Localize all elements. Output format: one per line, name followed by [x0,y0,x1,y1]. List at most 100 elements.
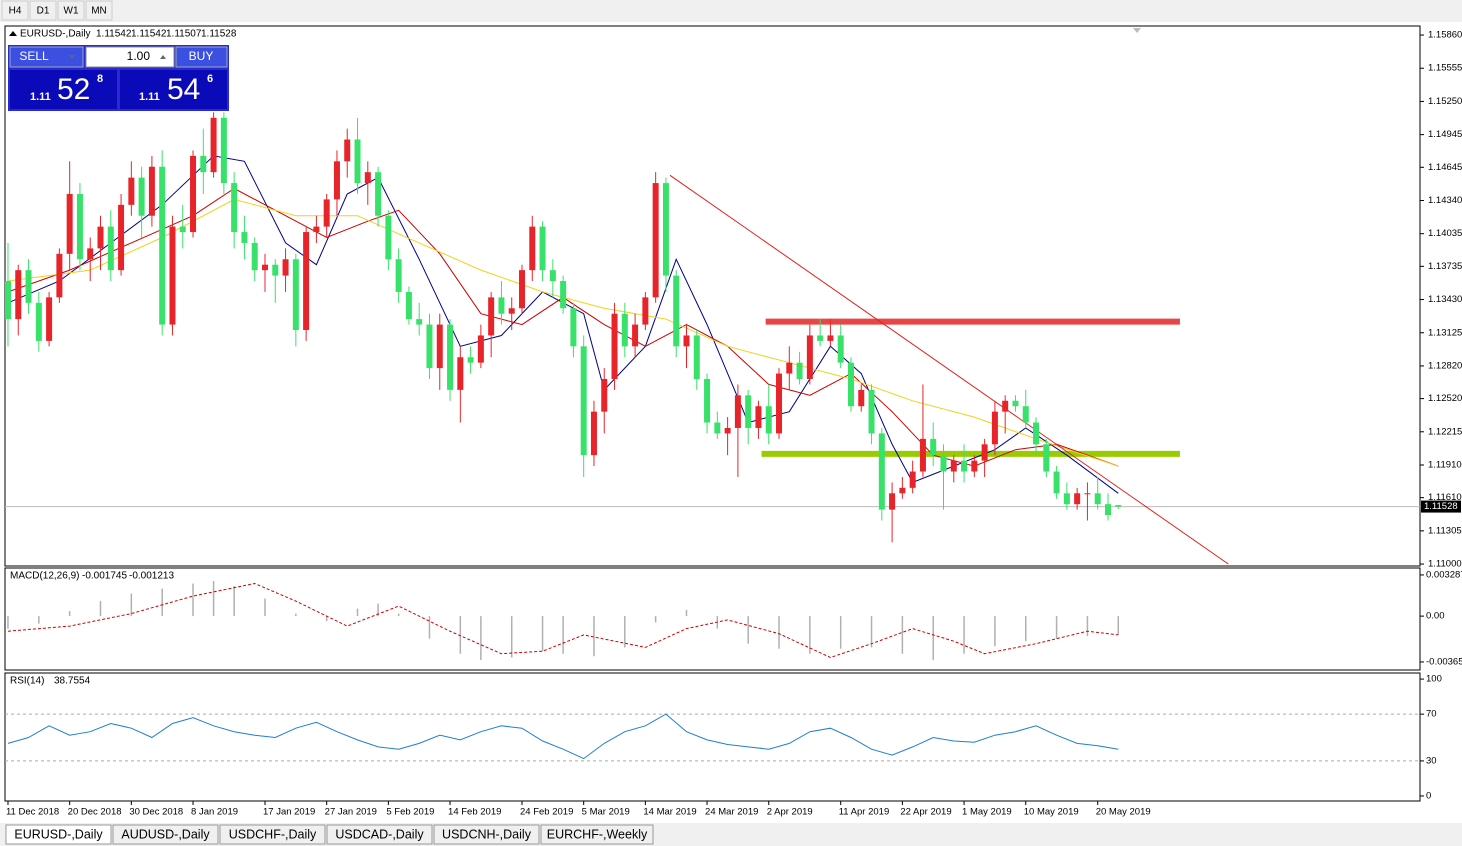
ask-big: 1.11 [139,91,160,103]
price-label: 1.14340 [1428,195,1462,206]
candle-body [313,226,320,233]
timeframe-button[interactable] [29,0,57,21]
tab[interactable] [433,824,540,845]
tab[interactable] [540,824,654,845]
macd-readout: -0.001213 [129,571,174,582]
date-label: 17 Jan 2019 [263,807,315,818]
macd-tick-label: 0.003287 [1426,569,1462,580]
candle-body [1033,422,1040,445]
macd-tick-label: 0.00 [1426,611,1445,622]
candle-body [272,264,279,276]
bid-big: 1.11 [30,91,51,103]
candle-body [765,406,772,434]
lot-up[interactable] [160,55,166,59]
moving-average [7,187,1119,467]
candle-body [457,357,464,390]
macd-pane [4,567,1421,671]
candle-body [169,226,176,325]
tab[interactable] [5,824,112,845]
candle-body [858,389,865,407]
tab[interactable] [219,824,326,845]
macd-label: MACD(12,26,9) [10,571,79,582]
candle-body [868,389,875,434]
buy-button[interactable] [175,46,228,68]
price-label: 1.13735 [1428,261,1462,272]
candle-body [15,270,22,320]
rsi-tick-label: 30 [1426,755,1437,766]
candle-body [220,117,227,184]
sell-button[interactable] [9,46,84,68]
candle-body [1022,406,1029,423]
price-label: 1.11000 [1428,559,1462,570]
date-label: 1 May 2019 [962,807,1012,818]
rsi-pane [4,672,1421,802]
candle-body [1043,444,1050,472]
candle-body [817,335,824,341]
timeframe-button[interactable] [85,0,113,21]
lot-box[interactable] [85,46,175,68]
candle-body [436,324,443,369]
candle-body [364,172,371,184]
collapse-icon[interactable] [9,31,17,36]
candle-body [1012,400,1019,407]
price-label: 1.11910 [1428,460,1462,471]
price-label: 1.12520 [1428,393,1462,404]
candle-body [46,297,53,341]
symbol-title: EURUSD-,Daily [20,29,91,40]
candle-body [416,319,423,325]
ask-box[interactable] [120,70,227,109]
candle-body [642,297,649,325]
candle-body [950,460,957,472]
price-label: 1.15860 [1428,30,1462,41]
date-label: 20 May 2019 [1096,807,1151,818]
candle-body [1104,504,1111,516]
candle-body [806,335,813,379]
candle-body [447,324,454,390]
timeframe-button[interactable] [1,0,29,21]
date-label: 14 Feb 2019 [448,807,501,818]
date-label: 5 Mar 2019 [582,807,630,818]
bid-pips: 52 [57,73,90,106]
candle-body [467,357,474,363]
lot-down[interactable] [69,55,75,59]
date-label: 27 Jan 2019 [325,807,377,818]
date-label: 30 Dec 2018 [129,807,183,818]
candle-body [786,362,793,374]
candle-body [909,471,916,488]
candle-body [241,232,248,243]
candle-body [1063,493,1070,505]
price-label: 1.14035 [1428,228,1462,239]
tab-label: USDCNH-,Daily [442,827,532,841]
tab[interactable] [326,824,433,845]
rsi-label: RSI(14) [10,676,44,687]
macd-tick-label: -0.003659 [1426,656,1462,667]
last-price-box [1421,500,1461,513]
candle-body [590,411,597,456]
candle-body [128,177,135,205]
timeframe-label: MN [91,6,107,17]
candle-body [745,395,752,428]
candle-body [354,139,361,184]
bid-box[interactable] [10,70,117,109]
candle-body [971,460,978,472]
rsi-readout: 38.7554 [54,676,91,687]
trendline [669,174,1229,565]
buy-label: BUY [189,49,214,63]
candle-body [1074,493,1081,505]
candle-body [878,433,885,510]
price-label: 1.11610 [1428,492,1462,503]
price-label: 1.13430 [1428,294,1462,305]
candle-body [385,215,392,260]
tab-label: EURUSD-,Daily [14,827,103,841]
tab-label: AUDUSD-,Daily [121,827,210,841]
candle-body [796,362,803,379]
timeframe-button[interactable] [57,0,85,21]
date-label: 2 Apr 2019 [767,807,813,818]
candle-body [1084,493,1091,495]
tab[interactable] [112,824,219,845]
candle-body [529,226,536,271]
timeframe-label: D1 [37,6,50,17]
header-value: 1.11528 [201,29,237,40]
tab-label: USDCHF-,Daily [229,827,317,841]
